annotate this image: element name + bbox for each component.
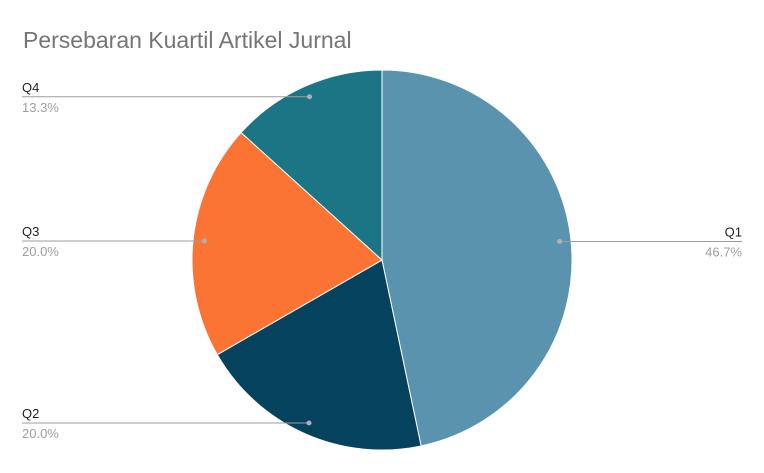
callout-dot-q2	[306, 420, 312, 426]
slice-label-q3: Q3	[22, 224, 39, 239]
pie-slice-q4	[240, 69, 383, 262]
callout-dot-q1	[557, 239, 563, 245]
slice-percentage-q1: 46.7%	[705, 245, 742, 260]
pie-slices	[191, 69, 573, 451]
pie-slice-q3	[191, 131, 383, 356]
pie-callouts: Q1 46.7% Q2 20.0% Q3 20.0% Q4 13.3%	[22, 80, 742, 441]
callout-dot-q4	[307, 94, 313, 100]
callout-dot-q3	[201, 238, 207, 244]
pie-slice-q1	[381, 69, 573, 447]
pie-slice-q2	[216, 259, 422, 451]
slice-percentage-q4: 13.3%	[22, 100, 59, 115]
slice-label-q1: Q1	[725, 225, 742, 240]
slice-label-q2: Q2	[22, 406, 39, 421]
slice-percentage-q2: 20.0%	[22, 426, 59, 441]
slice-percentage-q3: 20.0%	[22, 244, 59, 259]
chart-title: Persebaran Kuartil Artikel Jurnal	[23, 27, 352, 53]
slice-label-q4: Q4	[22, 80, 39, 95]
